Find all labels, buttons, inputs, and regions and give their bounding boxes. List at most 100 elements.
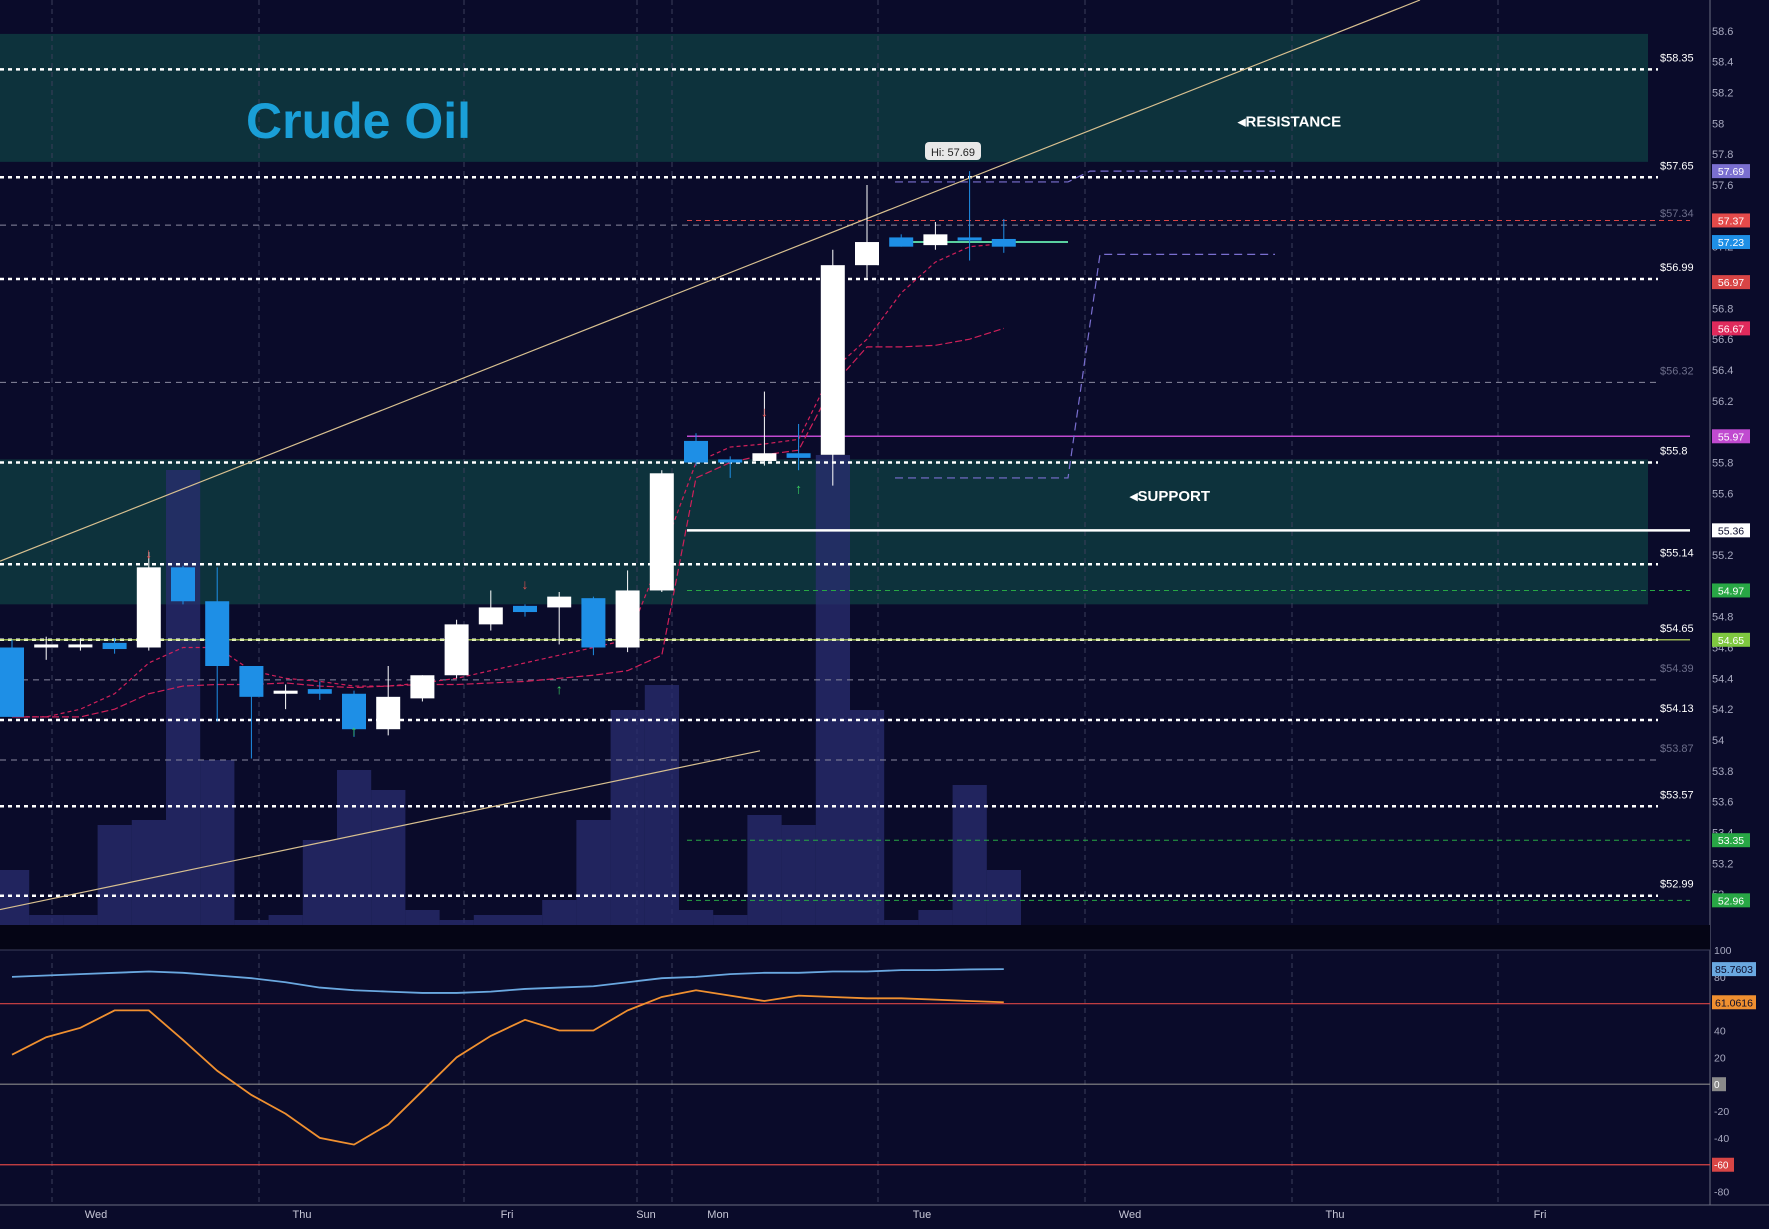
price-tick-label: 54 [1712, 735, 1724, 747]
level-label: $57.65 [1660, 160, 1694, 172]
price-tick-label: 58 [1712, 118, 1724, 130]
level-label: $54.13 [1660, 703, 1694, 715]
time-axis-label: Thu [1326, 1209, 1345, 1221]
candle-body [889, 237, 914, 247]
price-tick-label: 53.8 [1712, 766, 1733, 778]
volume-bar [781, 825, 816, 925]
price-tag-label: 54.97 [1718, 585, 1744, 597]
volume-bar [268, 915, 303, 925]
time-axis-label: Wed [85, 1209, 107, 1221]
forecast-lower-path [895, 253, 1275, 479]
oscillator-level-tag [1712, 1077, 1726, 1092]
sell-signal-arrow: ↓ [761, 403, 768, 419]
volume-bar [986, 870, 1021, 925]
candle-body [478, 607, 503, 625]
price-tag-label: 56.97 [1718, 277, 1744, 289]
candle-body [786, 453, 811, 458]
candle-body [410, 675, 435, 699]
candle-body [205, 601, 230, 666]
oscillator-level-label: 0 [1714, 1080, 1720, 1091]
volume-bar [644, 685, 679, 925]
volume-bar [747, 815, 782, 925]
time-axis-label: Sun [636, 1209, 656, 1221]
volume-bar [576, 820, 611, 925]
price-tag-label: 57.23 [1718, 237, 1744, 249]
price-tick-label: 58.4 [1712, 57, 1733, 69]
price-tag-label: 57.69 [1718, 166, 1744, 178]
candle-body [855, 242, 879, 266]
candle-body [171, 567, 195, 602]
volume-bar [439, 920, 474, 925]
candle-body [991, 238, 1016, 247]
oscillator-tick-label: -20 [1714, 1106, 1729, 1118]
price-tick-label: 57.8 [1712, 149, 1733, 161]
volume-bar [371, 790, 406, 925]
time-axis-label: Tue [913, 1209, 932, 1221]
price-tag [1712, 833, 1750, 848]
buy-signal-arrow: ↑ [351, 722, 358, 738]
volume-bar [918, 910, 953, 925]
price-tag [1712, 213, 1750, 228]
candle-body [581, 598, 606, 648]
oscillator-value-tag [1712, 995, 1756, 1010]
price-tag [1712, 275, 1750, 290]
price-tag-label: 56.67 [1718, 323, 1744, 335]
candle-body [957, 237, 982, 241]
volume-bar [97, 825, 132, 925]
volume-bar [131, 820, 166, 925]
candle-body [239, 666, 264, 697]
price-tag-label: 55.97 [1718, 431, 1744, 443]
price-tick-label: 56.4 [1712, 365, 1733, 377]
candle-body [307, 689, 332, 694]
price-tick-label: 57.6 [1712, 180, 1733, 192]
candle-body [752, 453, 777, 461]
volume-bar [473, 915, 508, 925]
price-tick-label: 56.6 [1712, 334, 1733, 346]
oscillator-tick-label: 40 [1714, 1026, 1726, 1038]
sell-signal-arrow: ↓ [145, 545, 152, 561]
oscillator-value-label: 85.7603 [1715, 964, 1753, 976]
price-tag-label: 55.36 [1718, 525, 1744, 537]
upper-trendline [0, 0, 1421, 562]
candle-body [444, 624, 469, 676]
volume-bar [29, 915, 64, 925]
oscillator-value-tag [1712, 962, 1756, 977]
price-tag [1712, 632, 1750, 647]
price-tag [1712, 893, 1750, 908]
oscillator-tick-label: -80 [1714, 1187, 1729, 1199]
price-tag [1712, 235, 1750, 250]
price-tick-label: 54.8 [1712, 612, 1733, 624]
oscillator-fast-line [11, 989, 1004, 1146]
forecast-upper-path [895, 170, 1275, 183]
volume-bar [610, 710, 645, 925]
price-tick-label: 55.6 [1712, 488, 1733, 500]
oscillator-value-label: 61.0616 [1715, 997, 1753, 1009]
candle-body [718, 459, 743, 463]
price-tag-label: 57.37 [1718, 215, 1744, 227]
price-tag [1712, 523, 1750, 538]
level-label: $53.57 [1660, 789, 1694, 801]
volume-bar [952, 785, 987, 925]
level-label: $52.99 [1660, 879, 1694, 891]
volume-bar [884, 920, 919, 925]
price-tick-label: 54.4 [1712, 673, 1733, 685]
volume-bar [713, 915, 748, 925]
candle-body [273, 690, 298, 694]
price-tag [1712, 583, 1750, 598]
volume-bar [0, 870, 30, 925]
level-label: $55.14 [1660, 547, 1694, 559]
candle-body [547, 596, 572, 608]
candle-body [615, 590, 640, 648]
price-tag-label: 53.35 [1718, 835, 1744, 847]
price-tag [1712, 321, 1750, 336]
oscillator-tick-label: 80 [1714, 972, 1726, 984]
time-axis-label: Wed [1119, 1209, 1141, 1221]
volume-bar [302, 840, 337, 925]
high-label-text: Hi: 57.69 [931, 147, 975, 159]
price-tick-label: 55.2 [1712, 550, 1733, 562]
volume-bar [200, 760, 235, 925]
high-label: Hi: 57.69 [925, 142, 981, 160]
volume-bar [679, 910, 714, 925]
